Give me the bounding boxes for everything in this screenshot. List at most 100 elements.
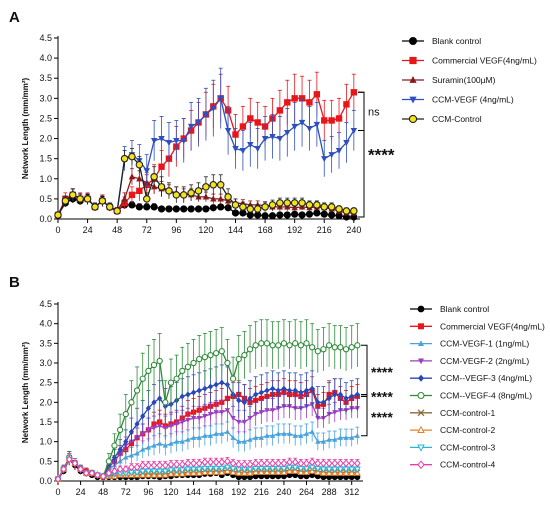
panel-a-data-point bbox=[291, 210, 299, 218]
panel-b-y-tick-label: 0.5 bbox=[39, 456, 52, 466]
panel-a-data-point bbox=[187, 123, 195, 131]
panel-a-y-tick-label: 4.0 bbox=[39, 53, 52, 63]
panel-b-data-point bbox=[77, 465, 84, 474]
panel-b-data-point bbox=[184, 363, 192, 371]
panel-b-data-point bbox=[213, 410, 219, 416]
panel-a-y-axis-label: Network Length (mm/mm²) bbox=[21, 78, 30, 180]
panel-b-data-point bbox=[196, 415, 202, 421]
panel-b-data-point bbox=[82, 469, 90, 478]
panel-b-data-point bbox=[219, 410, 225, 416]
panel-b-significance-label: **** bbox=[371, 409, 393, 425]
panel-b-data-point bbox=[275, 459, 282, 468]
panel-b-data-point bbox=[314, 348, 321, 355]
panel-b-data-point bbox=[331, 459, 339, 468]
panel-b-data-point bbox=[145, 461, 152, 470]
panel-b-data-point bbox=[269, 342, 276, 349]
panel-b-legend-label: CCM-control-4 bbox=[440, 460, 496, 470]
panel-a-data-point bbox=[306, 99, 313, 106]
panel-b-data-point bbox=[212, 458, 220, 467]
panel-b-data-point bbox=[66, 455, 73, 464]
panel-b-data-point bbox=[140, 446, 146, 452]
panel-a-significance-label: ns bbox=[368, 106, 380, 118]
panel-b-data-point bbox=[315, 438, 321, 444]
panel-a-data-point bbox=[328, 152, 335, 159]
panel-b-data-point bbox=[156, 357, 163, 365]
panel-b-data-point bbox=[111, 442, 118, 449]
panel-b-data-point bbox=[309, 344, 316, 351]
panel-a-legend-marker bbox=[408, 37, 417, 46]
panel-b-data-point bbox=[275, 387, 281, 394]
panel-a-data-point bbox=[298, 119, 306, 126]
panel-b-data-point bbox=[258, 410, 264, 416]
panel-b-legend-label: Blank control bbox=[440, 304, 489, 314]
panel-b-data-point bbox=[247, 395, 253, 402]
panel-a-data-point bbox=[157, 205, 166, 213]
panel-b-x-tick-label: 288 bbox=[322, 487, 337, 497]
panel-b-data-point bbox=[123, 438, 129, 445]
panel-a-x-tick-label: 48 bbox=[112, 225, 122, 235]
panel-b-data-point bbox=[258, 389, 264, 396]
panel-b-data-point bbox=[202, 432, 208, 438]
panel-a-data-point bbox=[202, 183, 210, 191]
panel-b-data-point bbox=[230, 415, 236, 421]
panel-b-data-point bbox=[168, 423, 174, 429]
panel-b-chart: 0.0 0.5 1.0 1.5 2.0 2.5 3.0 3.5 4.0 4.5 0 24 48 72 96 1… bbox=[21, 299, 545, 497]
panel-a-data-point bbox=[283, 211, 291, 219]
panel-b-data-point bbox=[145, 405, 151, 412]
panel-b-data-point bbox=[253, 434, 259, 440]
panel-b-data-point bbox=[236, 419, 242, 425]
panel-a-legend-label: Commercial VEGF(4ng/mL) bbox=[432, 56, 537, 66]
panel-b-data-point bbox=[230, 434, 236, 440]
panel-a-data-point bbox=[179, 191, 188, 199]
panel-b-data-point bbox=[167, 379, 175, 386]
panel-a-data-point bbox=[350, 127, 358, 135]
panel-b-data-point bbox=[185, 436, 191, 442]
panel-b-data-point bbox=[280, 340, 288, 347]
panel-b-data-point bbox=[190, 359, 197, 367]
panel-b-data-point bbox=[314, 459, 322, 468]
panel-b-data-point bbox=[224, 359, 231, 367]
panel-a-data-point bbox=[283, 199, 292, 207]
panel-b-data-point bbox=[207, 465, 214, 473]
panel-b-data-point bbox=[258, 459, 265, 468]
panel-a-y-tick-label: 1.5 bbox=[39, 154, 52, 164]
panel-a-data-point bbox=[217, 195, 224, 202]
panel-b-data-point bbox=[308, 458, 316, 467]
panel-b-data-point bbox=[128, 452, 135, 458]
panel-b-data-point bbox=[264, 408, 270, 414]
panel-b-legend-label: CCM-VEGF-1 (1ng/mL) bbox=[440, 339, 529, 349]
panel-b-data-point bbox=[201, 465, 209, 473]
panel-a-legend-label: CCM-Control bbox=[432, 114, 482, 124]
panel-a-y-tick-label: 2.0 bbox=[39, 134, 52, 144]
panel-b-data-point bbox=[337, 434, 344, 440]
panel-b-data-point bbox=[247, 436, 253, 442]
panel-a-data-point bbox=[327, 203, 336, 211]
panel-b-legend-label: CCM-control-1 bbox=[440, 408, 496, 418]
panel-a-data-point bbox=[224, 127, 232, 135]
panel-b-data-point bbox=[162, 461, 169, 470]
panel-a-data-point bbox=[165, 187, 173, 195]
panel-b-data-point bbox=[139, 375, 146, 382]
panel-b-data-point bbox=[270, 408, 276, 414]
panel-b-data-point bbox=[263, 459, 271, 468]
panel-b-legend-label: CCM--VEGF-3 (4ng/mL) bbox=[440, 373, 532, 383]
panel-a-y-tick-label: 0.5 bbox=[39, 194, 52, 204]
panel-b-data-point bbox=[134, 450, 140, 456]
panel-b-data-point bbox=[303, 340, 310, 347]
panel-b-x-tick-label: 168 bbox=[209, 487, 224, 497]
panel-a-data-point bbox=[298, 211, 306, 219]
panel-b-legend-marker bbox=[418, 374, 424, 382]
panel-a-data-point bbox=[216, 181, 225, 189]
panel-b-data-point bbox=[286, 430, 293, 436]
panel-b-data-point bbox=[241, 399, 247, 406]
panel-a-data-point bbox=[209, 204, 217, 212]
panel-b-data-point bbox=[140, 431, 146, 437]
panel-b-data-point bbox=[207, 383, 214, 390]
panel-b-data-point bbox=[128, 463, 135, 472]
panel-b-data-point bbox=[252, 459, 259, 468]
panel-b-data-point bbox=[167, 460, 175, 469]
panel-b-data-point bbox=[325, 459, 333, 468]
panel-a-data-point bbox=[313, 121, 321, 128]
panel-b-data-point bbox=[185, 391, 191, 398]
panel-b-data-point bbox=[145, 444, 151, 450]
